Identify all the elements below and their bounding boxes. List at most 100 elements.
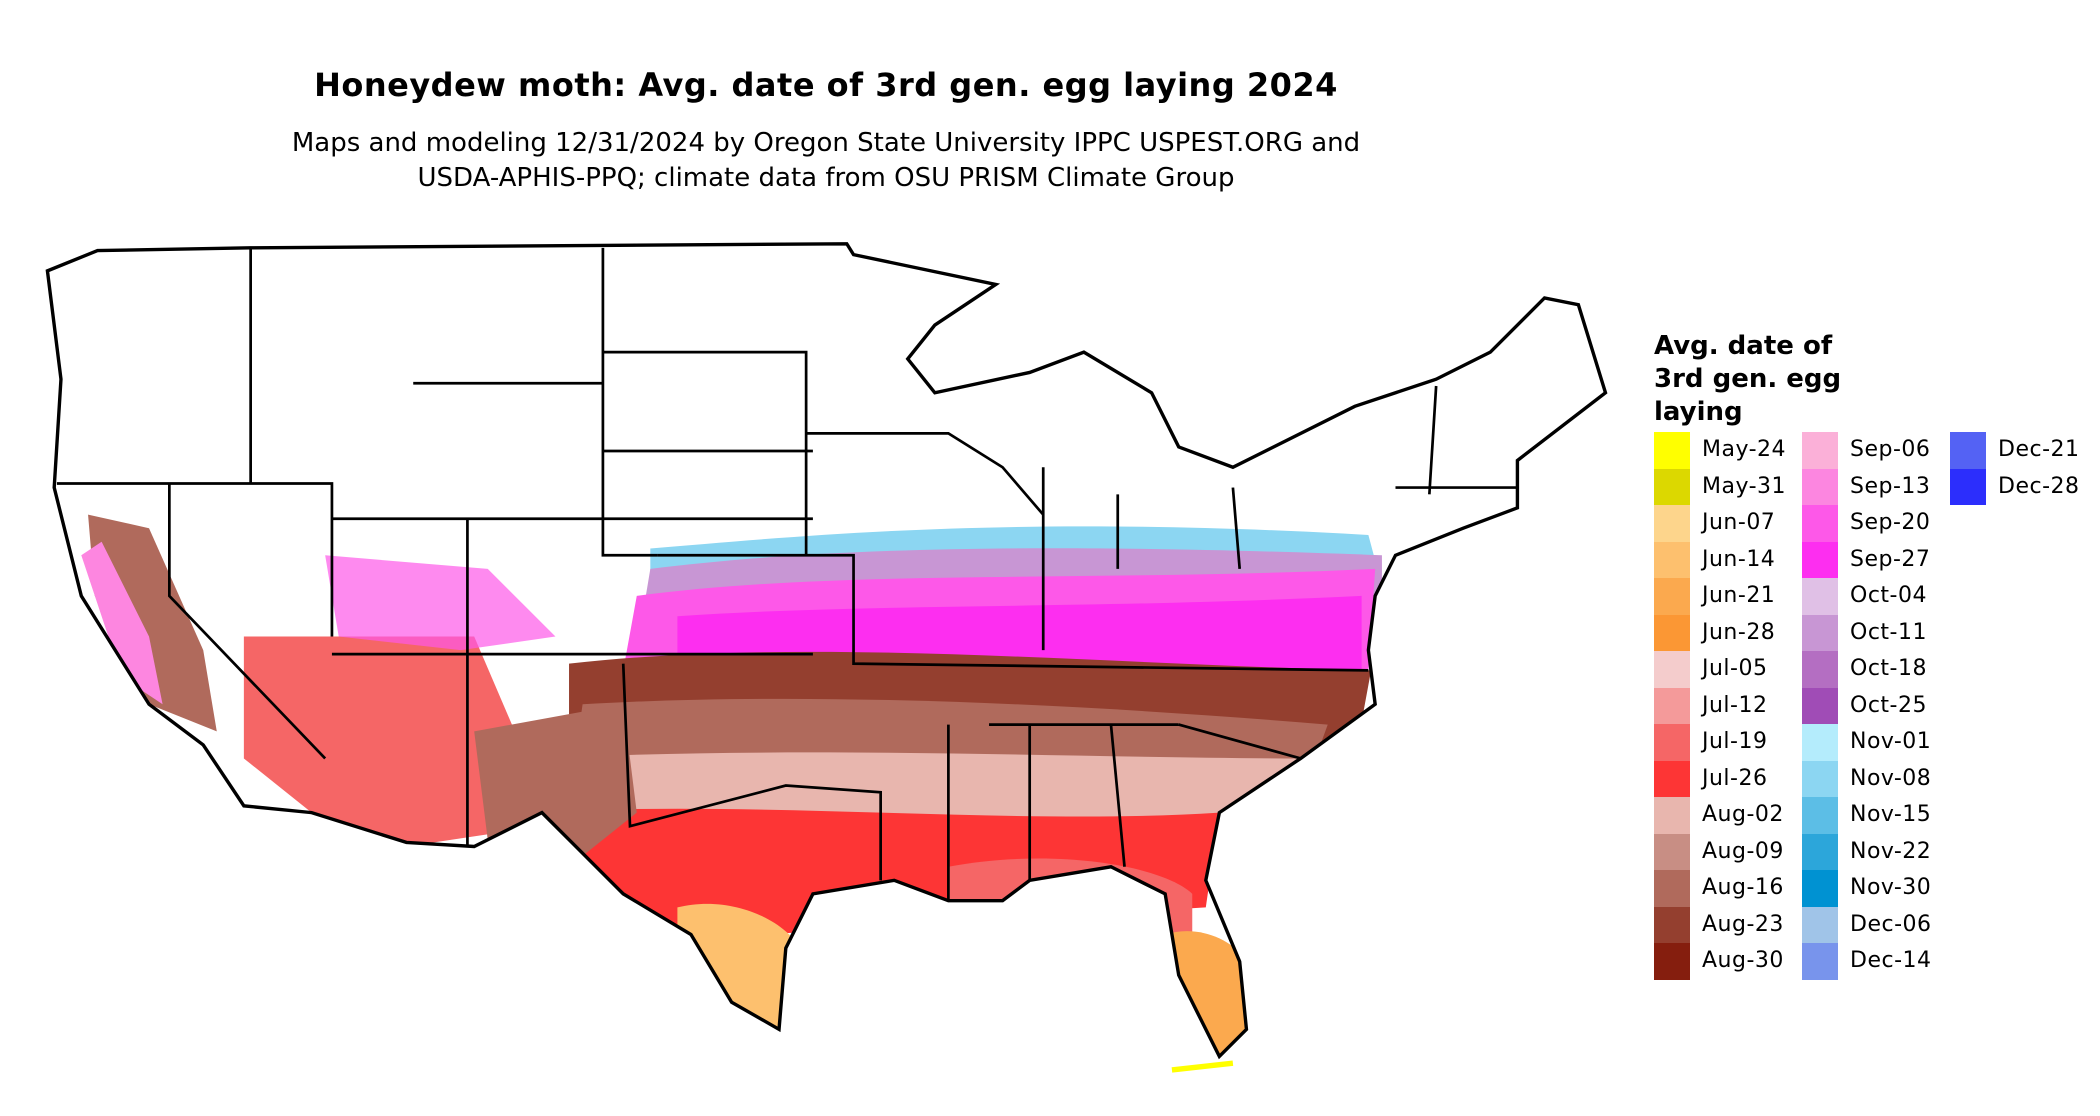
legend-label: Dec-28 (1998, 473, 2080, 499)
legend-label: Dec-21 (1998, 437, 2080, 463)
legend-label: Dec-06 (1850, 911, 1932, 937)
legend-item: Sep-06 (1802, 432, 1947, 469)
legend-label: Nov-08 (1850, 765, 1932, 791)
legend-item: May-24 (1654, 432, 1799, 469)
legend-item: Dec-28 (1950, 468, 2095, 505)
legend-swatch (1802, 578, 1838, 615)
legend-item: Aug-30 (1654, 943, 1799, 980)
legend-label: Jul-05 (1702, 656, 1768, 682)
legend-label: Nov-30 (1850, 875, 1932, 901)
legend-item: Sep-27 (1802, 541, 1947, 578)
state-borders (45, 242, 1608, 1060)
legend-swatch (1654, 651, 1690, 688)
legend-swatch (1802, 833, 1838, 870)
legend-swatch (1950, 432, 1986, 469)
legend-item: Dec-21 (1950, 432, 2095, 469)
legend-item: Jul-26 (1654, 760, 1799, 797)
legend-item: Nov-08 (1802, 760, 1947, 797)
legend-label: Jun-07 (1702, 510, 1776, 536)
legend-item: Jun-07 (1654, 505, 1799, 542)
legend-swatch (1802, 432, 1838, 469)
chart-subtitle-line-2: USDA-APHIS-PPQ; climate data from OSU PR… (417, 163, 1235, 193)
legend-label: Sep-06 (1850, 437, 1931, 463)
legend-swatch (1802, 541, 1838, 578)
chart-subtitle-line-1: Maps and modeling 12/31/2024 by Oregon S… (291, 128, 1361, 158)
legend-item: Aug-23 (1654, 906, 1799, 943)
legend-swatch (1802, 651, 1838, 688)
legend-swatch (1654, 870, 1690, 907)
legend-label: Oct-04 (1850, 583, 1927, 609)
legend-swatch (1802, 906, 1838, 943)
legend-label: Aug-09 (1702, 838, 1784, 864)
legend-item: Dec-14 (1802, 943, 1947, 980)
legend-item: Oct-25 (1802, 687, 1947, 724)
legend-item: Jun-21 (1654, 578, 1799, 615)
region-keys-yellow (1171, 1060, 1234, 1073)
legend-label: Nov-01 (1850, 729, 1932, 755)
legend-item: Jun-28 (1654, 614, 1799, 651)
legend-swatch (1654, 687, 1690, 724)
legend-item: Aug-09 (1654, 833, 1799, 870)
region-sw-pink (325, 555, 556, 651)
legend-label: Sep-13 (1850, 473, 1931, 499)
legend-item: May-31 (1654, 468, 1799, 505)
legend-swatch (1950, 468, 1986, 505)
legend-label: Jun-14 (1702, 546, 1776, 572)
legend-title-line: 3rd gen. egg (1654, 364, 1842, 394)
legend-label: Jul-12 (1702, 692, 1768, 718)
legend-swatch (1654, 724, 1690, 761)
legend-item: Jul-19 (1654, 724, 1799, 761)
legend-item: Oct-04 (1802, 578, 1947, 615)
legend-label: May-31 (1702, 473, 1787, 499)
legend-label: Sep-27 (1850, 546, 1931, 572)
legend-swatch (1654, 614, 1690, 651)
legend-label: Nov-22 (1850, 838, 1932, 864)
legend-swatch (1654, 468, 1690, 505)
legend-label: Jul-19 (1702, 729, 1768, 755)
legend-label: Sep-20 (1850, 510, 1931, 536)
legend-swatch (1802, 687, 1838, 724)
legend-label: Oct-25 (1850, 692, 1927, 718)
legend: May-24 May-31 Jun-07 Jun-14 Jun-21 Jun-28 Jul-… (1654, 432, 2094, 992)
legend-label: Aug-30 (1702, 948, 1784, 974)
legend-item: Aug-16 (1654, 870, 1799, 907)
legend-title: Avg. date of 3rd gen. egg laying (1654, 330, 1954, 429)
legend-swatch (1802, 943, 1838, 980)
legend-label: May-24 (1702, 437, 1787, 463)
legend-swatch (1802, 797, 1838, 834)
legend-item: Oct-11 (1802, 614, 1947, 651)
legend-item: Jun-14 (1654, 541, 1799, 578)
legend-swatch (1654, 432, 1690, 469)
legend-label: Dec-14 (1850, 948, 1932, 974)
legend-swatch (1654, 505, 1690, 542)
legend-label: Aug-16 (1702, 875, 1784, 901)
region-jun-fl (1165, 931, 1260, 1057)
legend-label: Jul-26 (1702, 765, 1768, 791)
legend-title-line: laying (1654, 397, 1743, 427)
legend-swatch (1654, 578, 1690, 615)
legend-title-line: Avg. date of (1654, 331, 1833, 361)
legend-swatch (1654, 760, 1690, 797)
legend-swatch (1654, 541, 1690, 578)
legend-item: Nov-22 (1802, 833, 1947, 870)
legend-swatch (1654, 906, 1690, 943)
legend-label: Jun-21 (1702, 583, 1776, 609)
legend-swatch (1802, 505, 1838, 542)
legend-label: Nov-15 (1850, 802, 1932, 828)
legend-swatch (1802, 614, 1838, 651)
chart-title: Honeydew moth: Avg. date of 3rd gen. egg… (314, 66, 1338, 104)
legend-label: Aug-02 (1702, 802, 1784, 828)
region-ca-pink (81, 541, 163, 705)
legend-item: Sep-20 (1802, 505, 1947, 542)
legend-label: Jun-28 (1702, 619, 1776, 645)
legend-item: Oct-18 (1802, 651, 1947, 688)
legend-item: Dec-06 (1802, 906, 1947, 943)
legend-swatch (1802, 870, 1838, 907)
legend-label: Oct-18 (1850, 656, 1927, 682)
legend-item: Jul-12 (1654, 687, 1799, 724)
legend-swatch (1802, 724, 1838, 761)
legend-item: Nov-15 (1802, 797, 1947, 834)
legend-label: Aug-23 (1702, 911, 1784, 937)
legend-swatch (1654, 797, 1690, 834)
